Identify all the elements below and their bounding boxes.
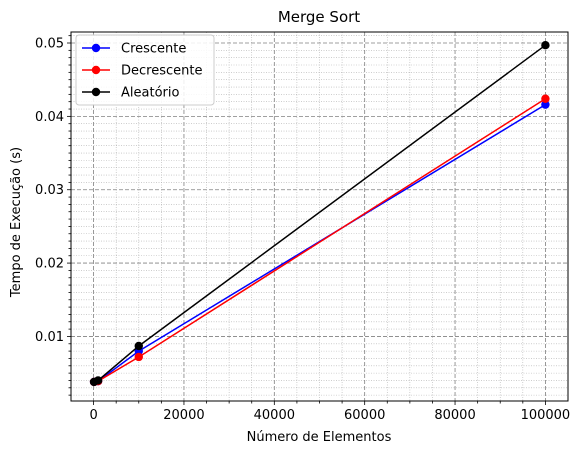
legend-marker-aleatorio	[91, 87, 101, 97]
y-tick-label: 0.05	[35, 37, 64, 52]
legend-marker-crescente	[91, 43, 101, 53]
chart-title: Merge Sort	[278, 8, 360, 26]
data-point-aleatorio	[134, 341, 143, 351]
plot-data	[89, 41, 550, 387]
data-point-aleatorio	[541, 41, 550, 50]
x-tick-label: 0	[89, 408, 97, 423]
y-tick-label: 0.02	[35, 257, 64, 272]
data-point-decrescente	[541, 94, 550, 103]
legend-label-aleatorio: Aleatório	[121, 86, 179, 101]
grid	[71, 32, 568, 401]
x-axis-label: Número de Elementos	[247, 430, 392, 445]
y-axis-label: Tempo de Execução (s)	[9, 147, 24, 298]
axis-ticks: 0 20000 40000 60000 80000 100000 0.01 0.02 0.03 0…	[35, 35, 571, 423]
x-tick-label: 40000	[254, 408, 295, 423]
y-tick-label: 0.04	[35, 110, 64, 125]
y-tick-label: 0.01	[35, 330, 64, 345]
data-point-crescente	[541, 100, 550, 109]
x-tick-label: 60000	[344, 408, 385, 423]
legend-label-crescente: Crescente	[121, 42, 186, 57]
data-point-decrescente	[134, 352, 143, 362]
legend-label-decrescente: Decrescente	[121, 64, 202, 79]
y-tick-label: 0.03	[35, 183, 64, 198]
data-point-aleatorio	[93, 376, 103, 385]
x-tick-label: 100000	[521, 408, 571, 423]
x-tick-label: 20000	[163, 408, 204, 423]
legend-marker-decrescente	[91, 65, 101, 75]
legend-frame	[75, 34, 215, 106]
legend: Crescente Decrescente Aleatório	[75, 34, 215, 106]
x-tick-label: 80000	[434, 408, 475, 423]
